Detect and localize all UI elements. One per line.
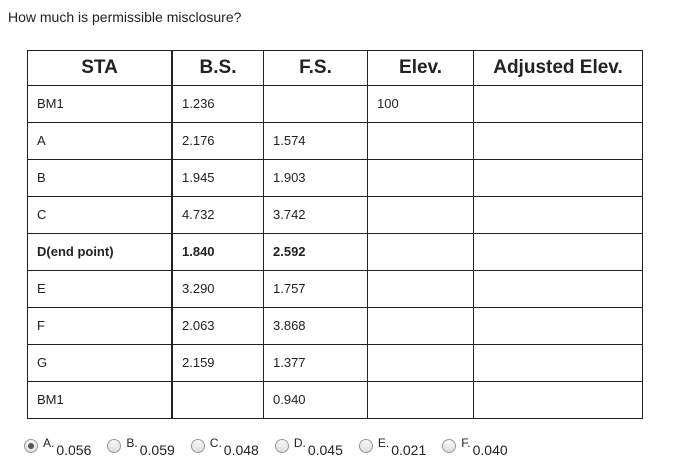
table-cell xyxy=(473,122,643,160)
option-letter: C. xyxy=(209,436,222,450)
table-cell: 3.742 xyxy=(263,196,368,234)
table-cell: 3.868 xyxy=(263,307,368,345)
option-letter: F. xyxy=(461,436,471,450)
option-value: 0.059 xyxy=(139,442,175,458)
table-cell: C xyxy=(27,196,173,234)
table-cell xyxy=(473,381,643,419)
table-row: F 2.063 3.868 xyxy=(27,307,643,345)
table-cell xyxy=(367,344,474,382)
option-a[interactable]: A. 0.056 xyxy=(24,436,91,458)
table-cell xyxy=(473,307,643,345)
table-cell: 2.159 xyxy=(171,344,264,382)
table-cell: 2.176 xyxy=(171,122,264,160)
table-cell xyxy=(473,270,643,308)
column-header: B.S. xyxy=(171,50,264,86)
table-cell xyxy=(367,233,474,271)
radio-button[interactable] xyxy=(24,439,38,453)
table-cell xyxy=(171,381,264,419)
table-cell: 0.940 xyxy=(263,381,368,419)
answer-options: A. 0.056 B. 0.059 C. 0.048 D. 0.045 E. 0.021 F. 0.0… xyxy=(24,436,524,458)
radio-button[interactable] xyxy=(442,439,457,453)
table-row: G 2.159 1.377 xyxy=(27,344,643,382)
table-cell: 1.377 xyxy=(263,344,368,382)
table-cell xyxy=(473,196,643,234)
table-cell xyxy=(473,344,643,382)
option-value: 0.021 xyxy=(391,442,427,458)
option-letter: B. xyxy=(126,436,138,450)
option-value: 0.040 xyxy=(472,442,508,458)
table-row: B 1.945 1.903 xyxy=(27,159,643,197)
option-letter: E. xyxy=(377,436,390,450)
table-row: C 4.732 3.742 xyxy=(27,196,643,234)
option-d[interactable]: D. 0.045 xyxy=(274,436,343,458)
table-cell xyxy=(367,196,474,234)
radio-button[interactable] xyxy=(190,439,205,453)
table-row: BM1 1.236 100 xyxy=(27,85,643,123)
table-cell xyxy=(367,122,474,160)
option-value: 0.056 xyxy=(56,442,92,458)
table-row: D(end point) 1.840 2.592 xyxy=(27,233,643,271)
table-cell: 2.592 xyxy=(263,233,368,271)
radio-button[interactable] xyxy=(107,439,122,453)
column-header: STA xyxy=(27,50,173,86)
radio-button[interactable] xyxy=(274,439,289,453)
table-cell xyxy=(473,233,643,271)
table-cell: 1.574 xyxy=(263,122,368,160)
option-b[interactable]: B. 0.059 xyxy=(107,436,175,458)
option-value: 0.045 xyxy=(307,442,343,458)
table-cell xyxy=(263,85,368,123)
column-header: Elev. xyxy=(367,50,474,86)
option-f[interactable]: F. 0.040 xyxy=(442,436,508,458)
table-cell: 3.290 xyxy=(171,270,264,308)
table-cell: 1.757 xyxy=(263,270,368,308)
table-cell: D(end point) xyxy=(27,233,173,271)
table-cell xyxy=(367,381,474,419)
table-cell: A xyxy=(27,122,173,160)
table-cell: 1.945 xyxy=(171,159,264,197)
table-cell: BM1 xyxy=(27,85,173,123)
column-header: Adjusted Elev. xyxy=(473,50,643,86)
table-cell: 100 xyxy=(367,85,474,123)
table-cell xyxy=(473,85,643,123)
leveling-table: STA B.S. F.S. Elev. Adjusted Elev. BM1 1.236 1… xyxy=(27,50,643,419)
table-row: A 2.176 1.574 xyxy=(27,122,643,160)
table-row: E 3.290 1.757 xyxy=(27,270,643,308)
option-letter: D. xyxy=(293,436,306,450)
option-c[interactable]: C. 0.048 xyxy=(190,436,259,458)
table-cell: B xyxy=(27,159,173,197)
table-cell: 1.840 xyxy=(171,233,264,271)
option-value: 0.048 xyxy=(223,442,259,458)
table-cell: 1.236 xyxy=(171,85,264,123)
table-cell: 4.732 xyxy=(171,196,264,234)
question-text: How much is permissible misclosure? xyxy=(8,9,242,25)
radio-button[interactable] xyxy=(358,439,373,453)
table-cell: 1.903 xyxy=(263,159,368,197)
option-e[interactable]: E. 0.021 xyxy=(358,436,427,458)
table-cell: BM1 xyxy=(27,381,173,419)
option-letter: A. xyxy=(43,436,55,450)
table-cell: E xyxy=(27,270,173,308)
table-cell xyxy=(367,270,474,308)
table-cell: F xyxy=(27,307,173,345)
table-row: BM1 0.940 xyxy=(27,381,643,419)
table-cell xyxy=(473,159,643,197)
column-header: F.S. xyxy=(263,50,368,86)
table-cell: 2.063 xyxy=(171,307,264,345)
table-cell: G xyxy=(27,344,173,382)
table-cell xyxy=(367,159,474,197)
table-cell xyxy=(367,307,474,345)
